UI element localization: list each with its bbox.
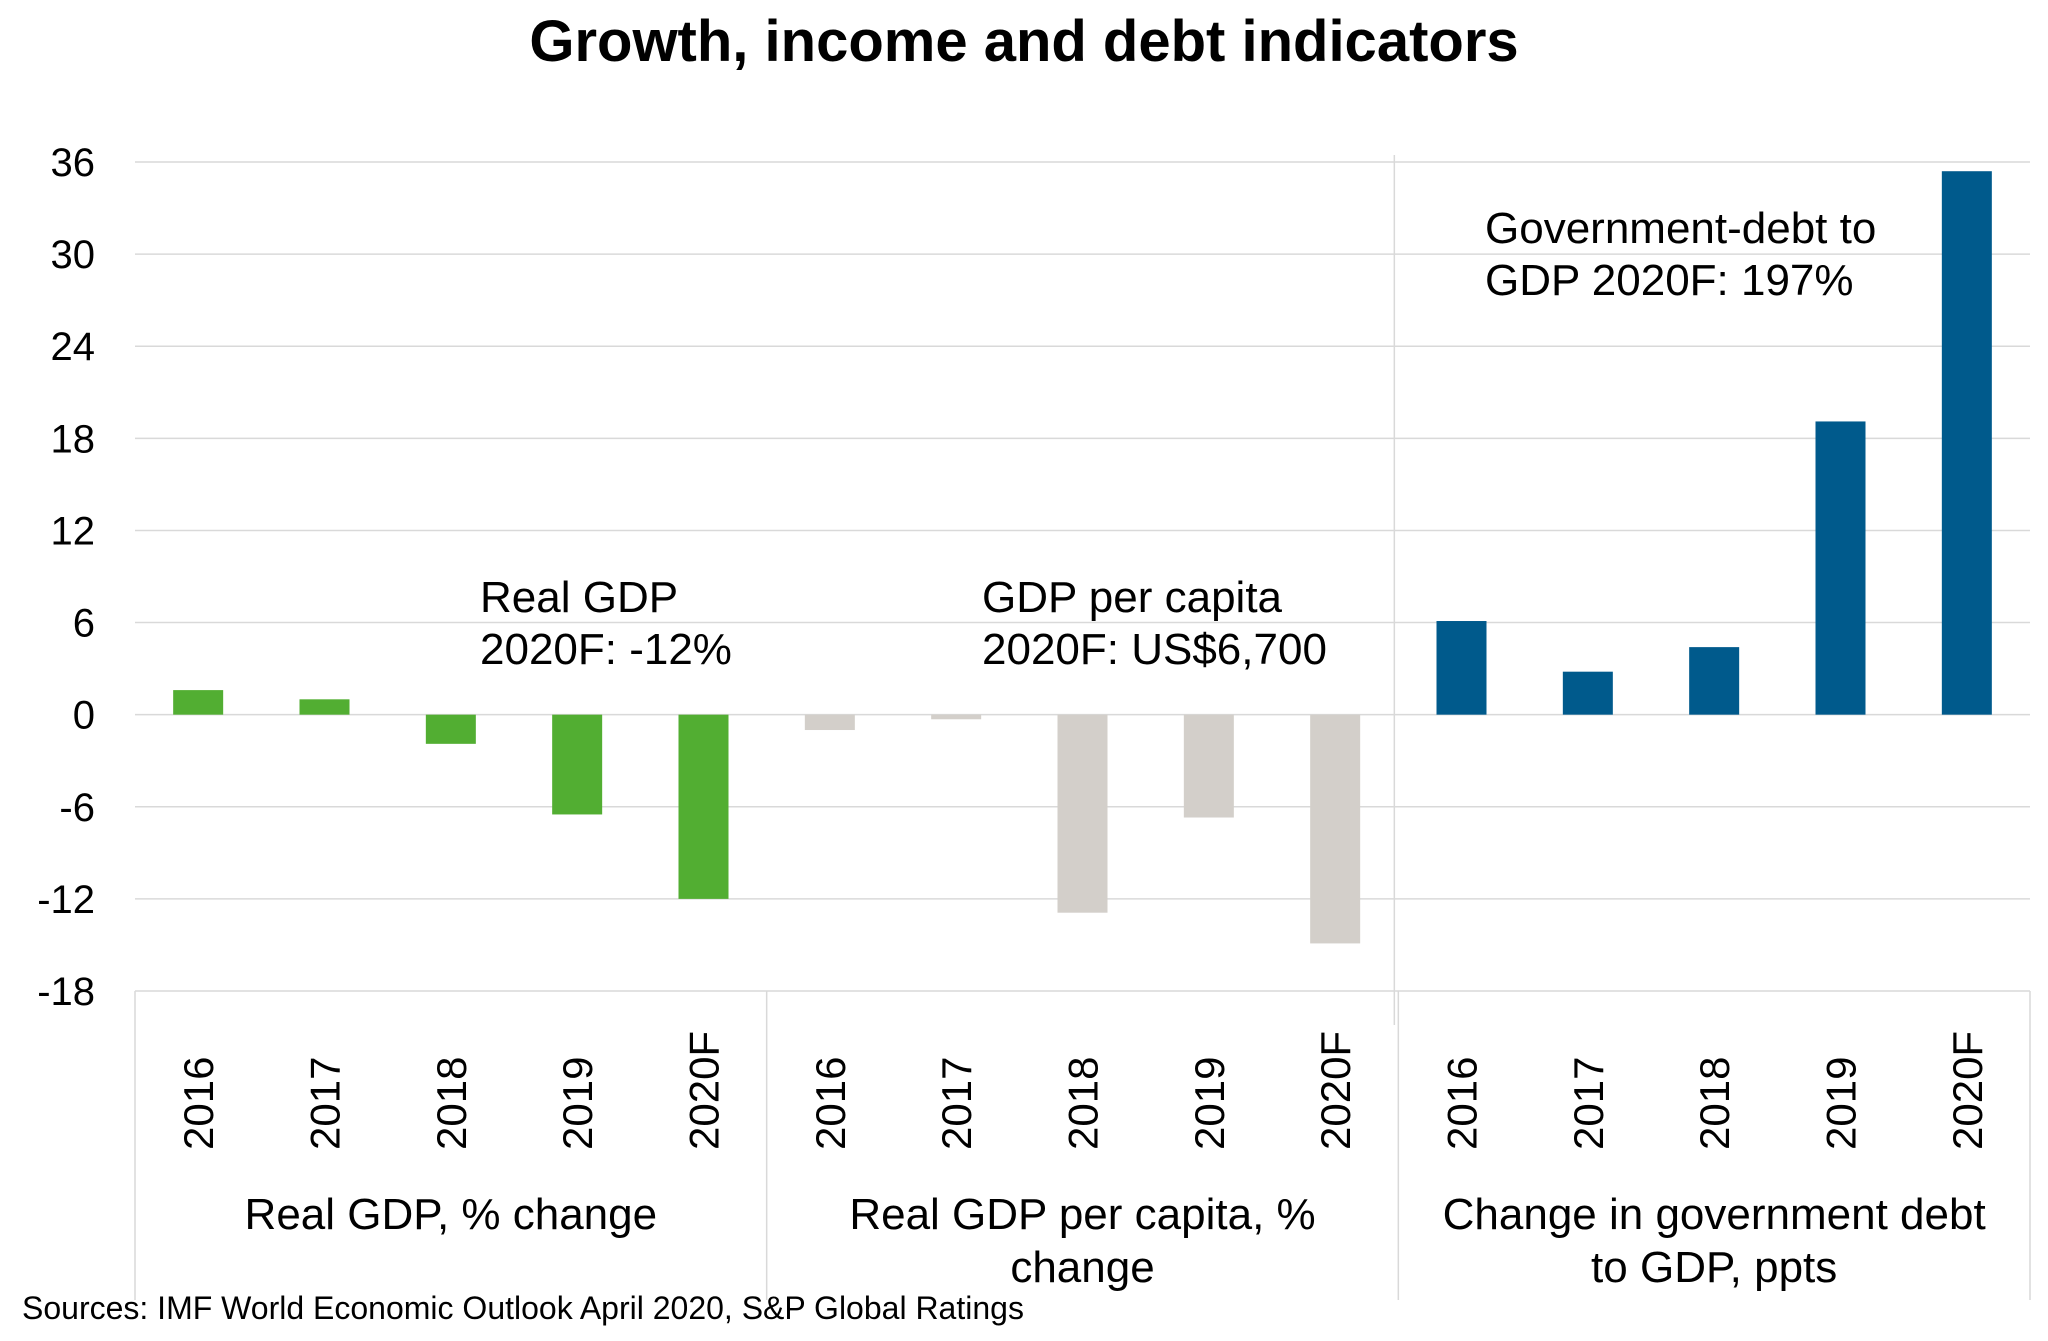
bar	[1057, 714, 1108, 913]
bar	[1310, 714, 1361, 944]
source-note: Sources: IMF World Economic Outlook Apri…	[22, 1290, 1024, 1326]
bar	[299, 699, 350, 715]
bar	[173, 690, 224, 715]
y-tick-label: 12	[51, 509, 96, 553]
category-label: 2017	[1565, 1057, 1612, 1150]
y-tick-label: 6	[73, 602, 95, 646]
category-label: 2020F	[1312, 1031, 1359, 1150]
bar	[1689, 647, 1740, 715]
bar	[931, 714, 982, 720]
annotation: Government-debt to	[1485, 204, 1876, 253]
annotation: GDP per capita	[982, 573, 1283, 622]
bar	[1562, 671, 1613, 715]
y-tick-label: -12	[37, 878, 95, 922]
y-tick-label: -6	[59, 786, 95, 830]
bar	[1183, 714, 1234, 818]
category-label: 2018	[1691, 1057, 1738, 1150]
y-tick-label: 36	[51, 141, 96, 185]
category-label: 2019	[1818, 1057, 1865, 1150]
category-label: 2019	[554, 1057, 601, 1150]
category-label: 2018	[428, 1057, 475, 1150]
annotation: 2020F: -12%	[480, 625, 732, 674]
bar	[425, 714, 476, 744]
annotation: GDP 2020F: 197%	[1485, 256, 1854, 305]
bar	[552, 714, 603, 815]
annotation: Real GDP	[480, 573, 678, 622]
annotation: 2020F: US$6,700	[982, 625, 1327, 674]
category-label: 2019	[1186, 1057, 1233, 1150]
group-label: change	[1010, 1243, 1154, 1292]
group-label: Change in government debt	[1443, 1190, 1986, 1239]
category-label: 2016	[807, 1057, 854, 1150]
category-label: 2016	[1439, 1057, 1486, 1150]
category-label: 2016	[175, 1057, 222, 1150]
category-label: 2018	[1060, 1057, 1107, 1150]
chart-title: Growth, income and debt indicators	[529, 9, 1519, 74]
group-label: Real GDP per capita, %	[849, 1190, 1315, 1239]
bar	[1941, 171, 1992, 715]
category-label: 2020F	[1944, 1031, 1991, 1150]
category-label: 2020F	[681, 1031, 728, 1150]
bar	[1436, 621, 1487, 715]
group-label: Real GDP, % change	[245, 1190, 658, 1239]
y-tick-label: 24	[51, 325, 96, 369]
bar	[804, 714, 855, 731]
y-tick-label: 18	[51, 417, 96, 461]
bar	[678, 714, 729, 899]
bar	[1815, 421, 1866, 715]
category-label: 2017	[933, 1057, 980, 1150]
group-label: to GDP, ppts	[1591, 1243, 1837, 1292]
category-label: 2017	[302, 1057, 349, 1150]
y-tick-label: 0	[73, 694, 95, 738]
y-tick-label: -18	[37, 970, 95, 1014]
y-tick-label: 30	[51, 233, 96, 277]
